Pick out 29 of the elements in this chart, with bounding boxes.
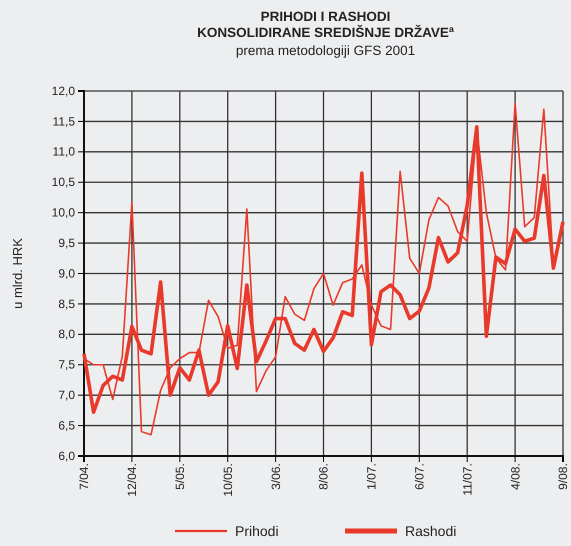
x-tick-label: 1/07. [364, 463, 379, 490]
y-tick-label: 12,0 [52, 84, 76, 98]
y-tick-label: 9,5 [58, 236, 76, 250]
y-tick-label: 11,5 [52, 114, 76, 128]
x-tick-label: 10/05. [220, 463, 235, 497]
x-tick-label: 6/07. [412, 463, 426, 490]
x-tick-label: 11/07. [460, 463, 474, 496]
y-tick-label: 9,0 [58, 266, 76, 280]
y-tick-label: 7,5 [58, 358, 76, 372]
y-tick-label: 6,5 [58, 418, 76, 432]
y-tick-label: 10,5 [52, 175, 76, 190]
legend-label: Rashodi [405, 523, 456, 539]
chart-subtitle: prema metodologiji GFS 2001 [236, 43, 416, 58]
y-tick-label: 10,0 [52, 206, 76, 220]
x-tick-label: 4/08. [508, 463, 522, 490]
chart-title: PRIHODI I RASHODI KONSOLIDIRANE SREDIŠNJE DRŽAVE$^{a}$ [197, 9, 454, 40]
y-tick-label: 6,0 [58, 448, 76, 463]
x-tick-label: 8/06. [316, 463, 331, 490]
y-axis-title: u mlrd. HRK [10, 238, 25, 309]
y-tick-label: 8,0 [58, 327, 76, 342]
y-tick-label: 8,5 [58, 296, 76, 311]
x-tick-label: 5/05. [173, 463, 187, 490]
y-tick-label: 7,0 [58, 388, 76, 402]
x-tick-label: 7/04. [77, 463, 92, 490]
x-tick-label: 12/04. [125, 463, 140, 497]
legend-label: Prihodi [235, 523, 279, 539]
x-tick-label: 3/06. [268, 463, 283, 490]
x-tick-label: 9/08. [556, 463, 570, 490]
y-tick-label: 11,0 [52, 144, 76, 159]
